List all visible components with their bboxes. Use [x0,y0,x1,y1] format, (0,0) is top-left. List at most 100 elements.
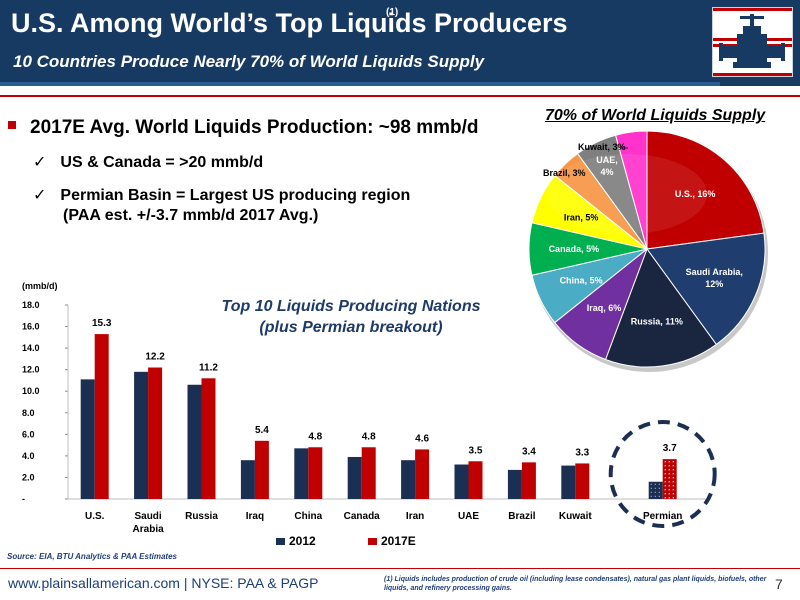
title-footnote-marker: (1) [386,7,399,18]
pie-label: UAE, [596,155,618,165]
y-tick-label: 14.0 [22,343,40,353]
y-tick-label: 10.0 [22,386,40,396]
bar-pattern-dot [668,469,670,471]
footnote: (1) Liquids includes production of crude… [384,576,767,592]
data-label: 15.3 [92,318,112,329]
bar-pattern-dot [658,491,660,493]
bar-pattern-dot [658,495,660,497]
bar-2017E [468,461,483,499]
bar-2012 [648,481,663,499]
square-bullet-icon [8,121,16,129]
bar-pattern-dot [664,493,666,495]
section-divider [0,95,800,97]
pie-slice [576,134,648,250]
bar-2017E [148,367,163,499]
bar-pattern-dot [672,473,674,475]
pie-slice [604,247,718,368]
data-label: 3.3 [575,447,589,458]
x-tick-label: Saudi [134,511,161,522]
data-label: 4.6 [415,433,429,444]
bar-pattern-dot [668,481,670,483]
bar-pattern-dot [668,485,670,487]
data-label: 4.8 [308,431,322,442]
x-tick-label: Arabia [133,524,165,535]
bar-pattern-dot [664,481,666,483]
bar-pattern-dot [658,483,660,485]
data-label: 3.7 [663,443,677,454]
bar-pattern-dot [672,481,674,483]
pie-label: 4% [601,167,614,177]
y-tick-label: - [22,494,25,504]
pie-slice [646,130,765,250]
valve-icon [713,8,792,76]
bar-pattern-dot [654,491,656,493]
bar-2017E [662,459,677,499]
footer-divider [0,568,800,569]
bar-2012 [80,379,95,499]
y-tick-label: 16.0 [22,322,40,332]
page-number: 7 [775,576,783,592]
bar-2017E [575,463,590,499]
bar-pattern-dot [664,497,666,499]
bar-2012 [507,469,522,499]
bar-2017E [308,447,323,499]
pie-slice [528,222,648,276]
legend-label: 2012 [289,534,316,548]
bar-pattern-dot [668,489,670,491]
x-tick-label: UAE [458,511,479,522]
bar-2012 [294,448,309,499]
x-tick-label: Canada [344,511,381,522]
pie-label: 12% [705,279,723,289]
legend-swatch [368,538,377,545]
y-tick-label: 18.0 [22,300,40,310]
bar-2012 [454,464,469,499]
bar-pattern-dot [650,487,652,489]
bar-pattern-dot [672,489,674,491]
bar-pattern-dot [664,473,666,475]
checkmark-icon: ✓ [33,154,47,171]
bar-2012 [561,465,576,499]
legend-swatch [276,538,285,545]
bullet-permian-estimate: (PAA est. +/-3.7 mmb/d 2017 Avg.) [63,207,319,224]
header-banner: U.S. Among World’s Top Liquids Producers… [0,0,800,86]
data-label: 5.4 [255,425,269,436]
data-label: 3.5 [469,445,483,456]
y-tick-label: 2.0 [22,472,35,482]
website-link[interactable]: www.plainsallamerican.com [8,575,180,591]
pie-shadow [530,134,768,372]
x-tick-label: Permian [643,511,682,522]
source-note: Source: EIA, BTU Analytics & PAA Estimat… [7,552,177,561]
pie-label: Russia, 11% [631,316,683,326]
page-title: U.S. Among World’s Top Liquids Producers [11,8,568,38]
bar-2012 [240,460,255,499]
bullet-world-production: 2017E Avg. World Liquids Production: ~98… [8,117,479,139]
bar-pattern-dot [650,491,652,493]
bar-pattern-dot [650,483,652,485]
bar-pattern-dot [672,465,674,467]
pie-label: Canada, 5% [549,244,600,254]
bar-2017E [415,449,430,499]
bar-pattern-dot [658,487,660,489]
pie-label: Kuwait, 3% [578,142,626,152]
bar-2017E [521,462,536,499]
bar-2017E [94,334,109,499]
x-tick-label: Iraq [246,511,264,522]
pie-label: Brazil, 3% [543,168,586,178]
x-tick-label: Kuwait [559,511,592,522]
ticker-text: NYSE: PAA & PAGP [191,575,319,591]
pie-slice [614,130,648,250]
bar-pattern-dot [668,477,670,479]
bar-pattern-dot [672,461,674,463]
bar-pattern-dot [654,487,656,489]
data-label: 11.2 [199,362,218,373]
bar-pattern-dot [668,473,670,475]
footer-separator: | [179,575,192,591]
y-tick-label: 8.0 [22,408,35,418]
pie-slice [554,247,649,361]
pie-slice [531,174,648,250]
bullet-us-canada: ✓ US & Canada = >20 mmb/d [33,154,264,171]
bar-2012 [347,456,362,499]
bar-pattern-dot [664,485,666,487]
permian-highlight-circle [608,420,717,528]
bar-2012 [401,460,416,499]
